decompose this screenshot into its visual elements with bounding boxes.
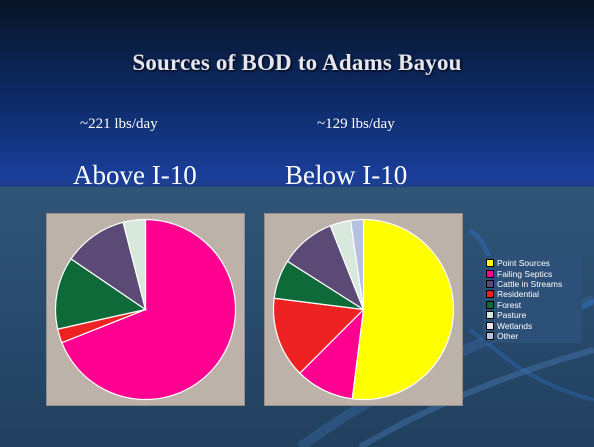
pie-slice-other <box>349 218 365 310</box>
legend-item-other: Other <box>486 331 579 341</box>
legend-swatch <box>486 331 494 340</box>
pie-slice-residential <box>272 297 365 374</box>
legend-item-wetlands: Wetlands <box>486 320 579 331</box>
pie-svg-above <box>54 218 237 401</box>
legend-label: Point Sources <box>497 258 550 269</box>
legend-label: Forest <box>497 299 522 310</box>
legend-label: Failing Septics <box>497 268 553 279</box>
legend-item-pasture: Pasture <box>486 310 579 320</box>
legend-swatch <box>486 300 494 309</box>
pie-slice-point-sources <box>351 218 455 401</box>
pie-svg-below <box>272 218 455 401</box>
left-load-label: ~221 lbs/day <box>80 116 158 132</box>
legend-swatch <box>486 279 494 288</box>
legend-label: Pasture <box>497 310 527 321</box>
pie-slice-failing-septics <box>61 218 237 401</box>
legend-item-residential: Residential <box>486 289 579 299</box>
legend-swatch <box>486 269 494 278</box>
slide-title: Sources of BOD to Adams Bayou <box>132 50 462 75</box>
legend-item-forest: Forest <box>486 300 579 310</box>
pie-slice-forest <box>54 258 147 330</box>
legend-swatch <box>486 321 494 330</box>
left-region-label: Above I-10 <box>73 160 197 190</box>
legend-label: Cattle in Streams <box>497 278 563 289</box>
legend-swatch <box>486 290 494 299</box>
pie-slice-pasture <box>122 218 147 310</box>
legend-label: Wetlands <box>497 320 533 331</box>
right-region-label: Below I-10 <box>285 160 408 190</box>
legend-swatch <box>486 311 494 320</box>
legend-item-failing-septics: Failing Septics <box>486 268 579 279</box>
pie-chart-below <box>264 213 463 406</box>
pie-slice-cattle-in-streams <box>70 221 147 311</box>
legend-item-point-sources: Point Sources <box>486 258 579 268</box>
chart-legend: Point Sources Failing Septics Cattle in St… <box>483 256 582 344</box>
legend-swatch <box>486 259 494 268</box>
legend-label: Residential <box>497 289 540 300</box>
pie-chart-above <box>46 213 245 406</box>
legend-label: Other <box>497 330 519 341</box>
legend-item-cattle-in-streams: Cattle in Streams <box>486 279 579 289</box>
right-load-label: ~129 lbs/day <box>317 116 395 132</box>
